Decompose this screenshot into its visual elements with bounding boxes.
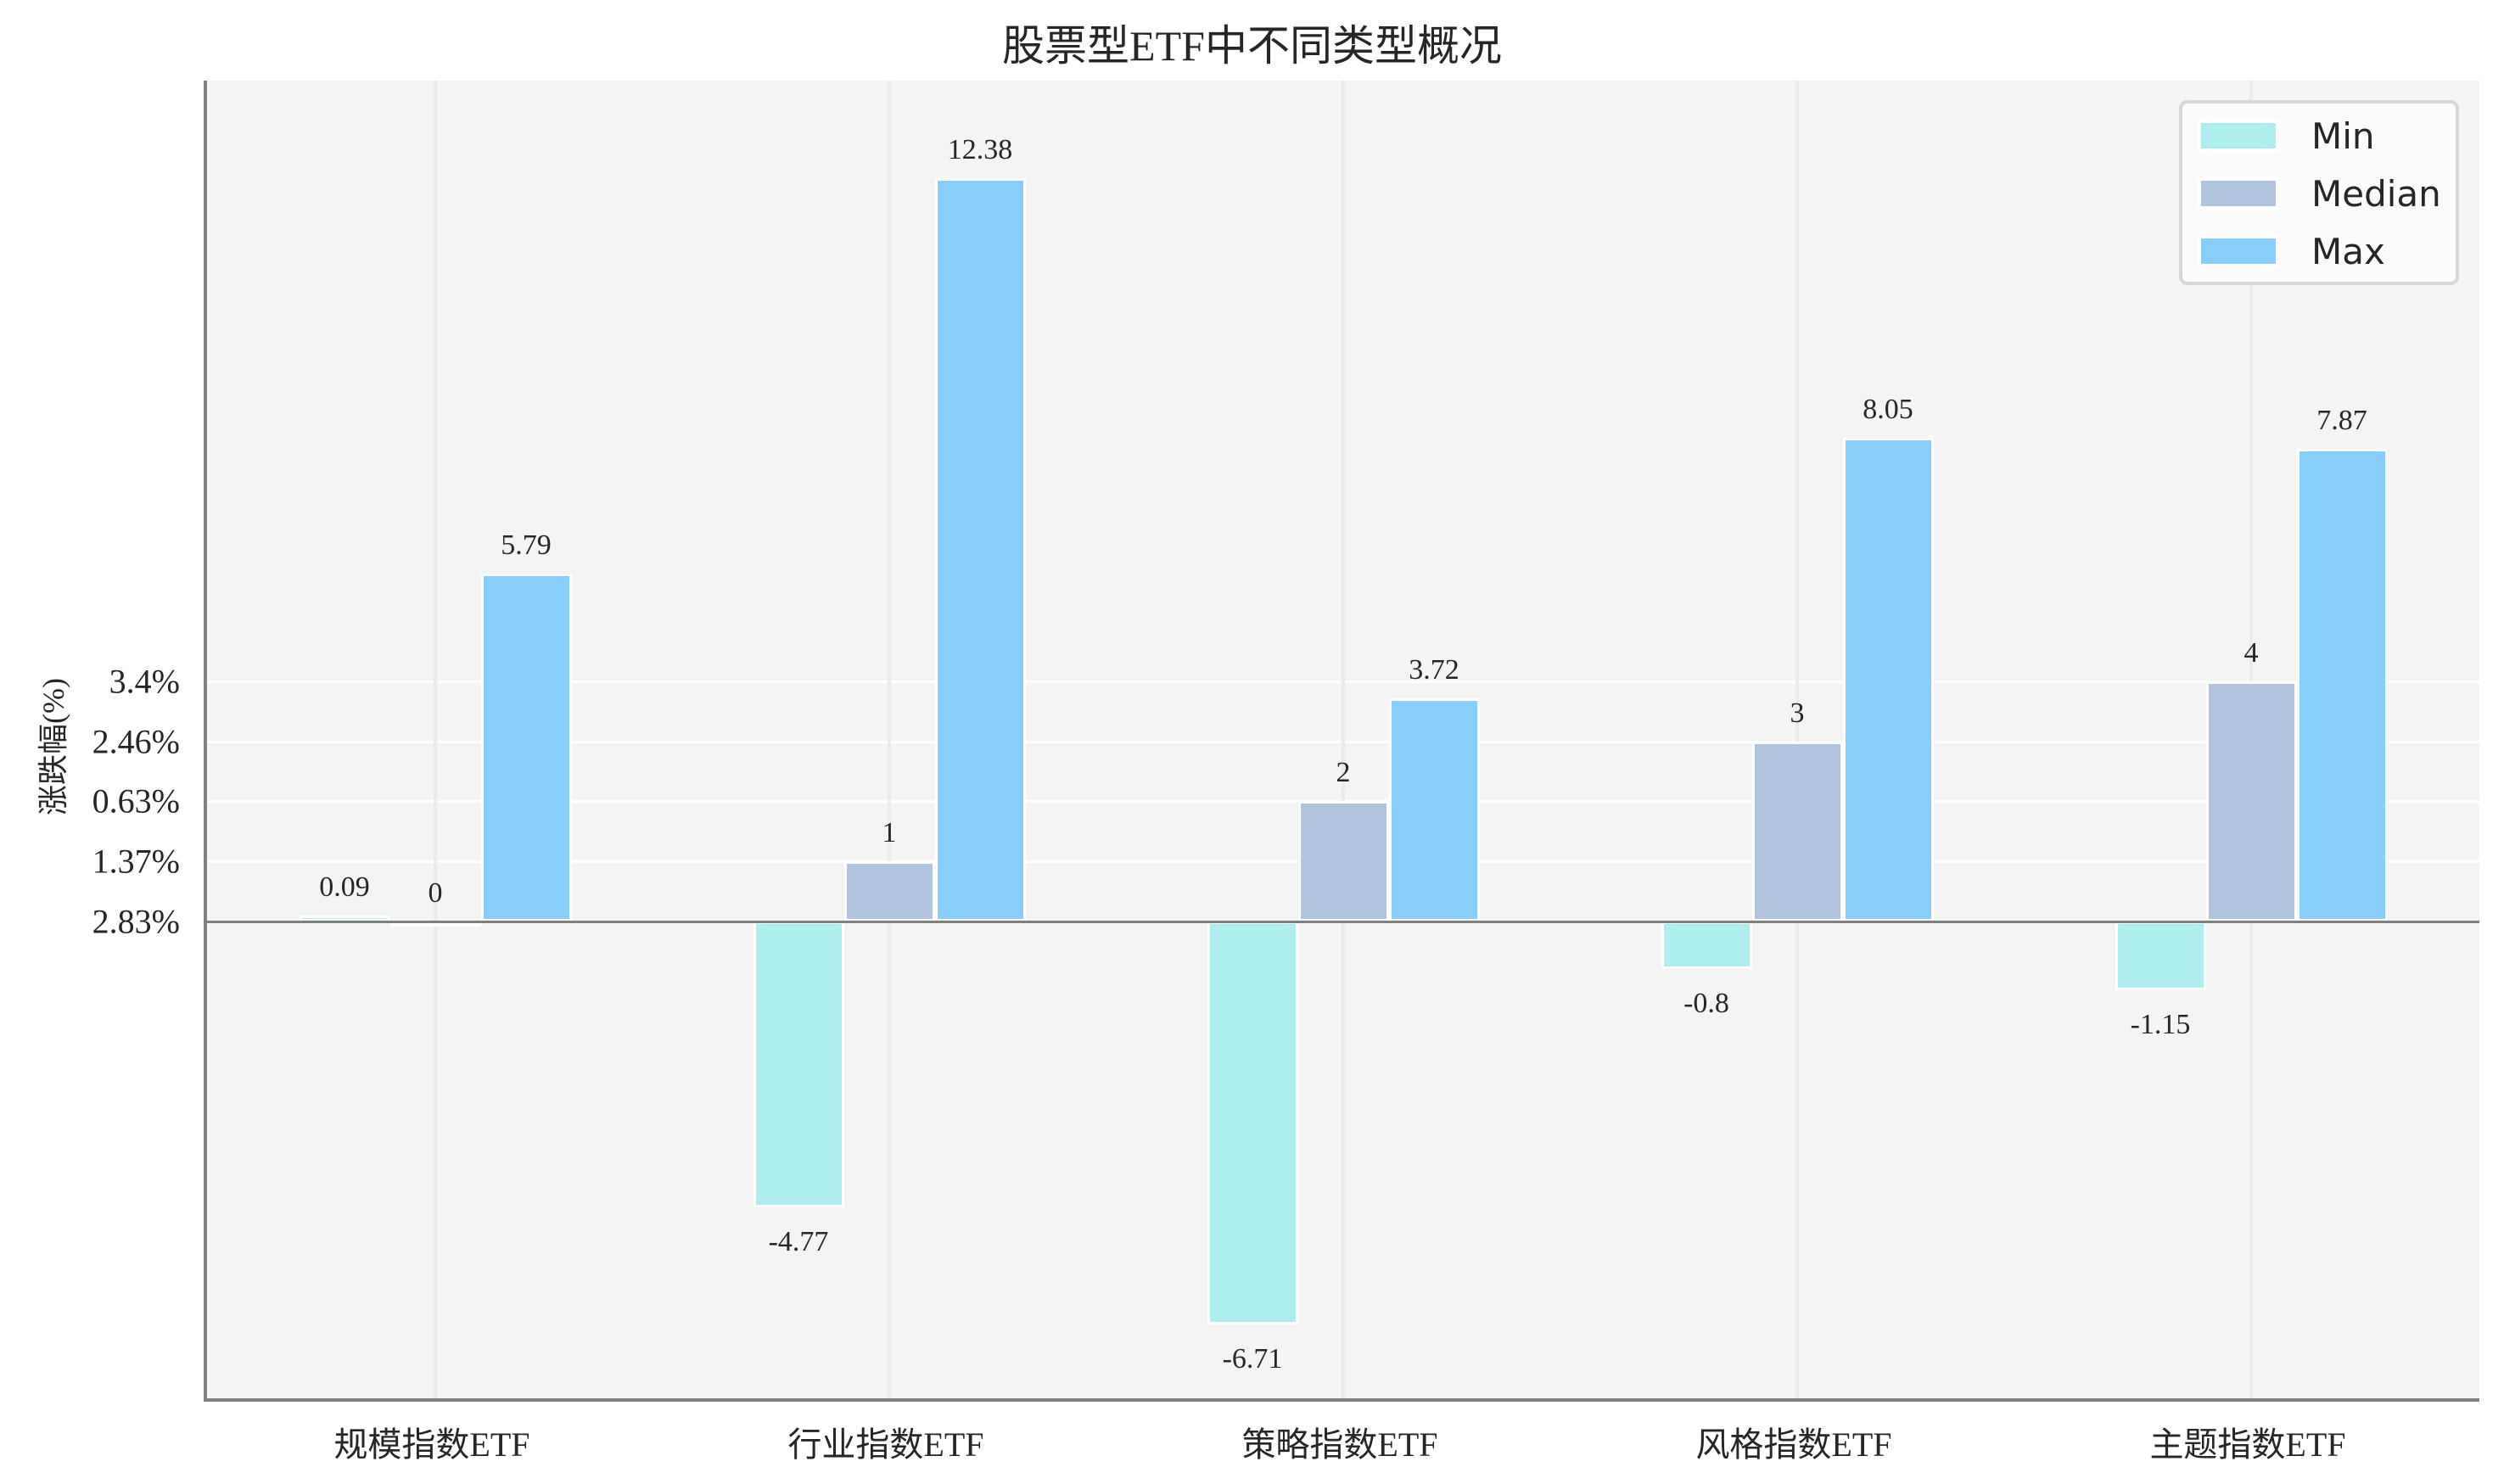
bar-min-1 <box>299 916 390 921</box>
legend-label: Max <box>2311 230 2385 272</box>
bar-max-3 <box>1388 697 1480 921</box>
x-gridline <box>1795 81 1799 1398</box>
y-tick-label: 1.37% <box>92 842 180 881</box>
bar-value-label: 8.05 <box>1863 394 1913 426</box>
zero-baseline <box>207 920 2479 923</box>
legend-item-median: Median <box>2198 173 2441 215</box>
bar-max-5 <box>2296 448 2388 921</box>
x-tick-label: 主题指数ETF <box>2149 1425 2346 1464</box>
bar-value-label: 0 <box>428 876 443 909</box>
x-tick-label: 策略指数ETF <box>1241 1425 1438 1464</box>
bar-min-2 <box>753 921 844 1208</box>
legend-swatch <box>2198 177 2279 210</box>
x-gridline <box>1342 81 1345 1398</box>
bar-value-label: 4 <box>2244 636 2259 669</box>
bar-median-3 <box>1297 801 1389 921</box>
bar-max-4 <box>1842 438 1934 921</box>
legend-item-min: Min <box>2198 115 2375 157</box>
legend-swatch <box>2198 235 2279 267</box>
plot-area: 0.09 -4.77 -6.71 -0.8 -1.15 0 1 2 3 4 5.79 12.38 3.7… <box>204 81 2479 1402</box>
x-gridline <box>434 81 437 1398</box>
chart-title: 股票型ETF中不同类型概况 <box>1002 22 1502 70</box>
bar-min-4 <box>1661 921 1752 970</box>
bar-value-label: -4.77 <box>768 1226 829 1258</box>
bar-value-label: 3 <box>1790 697 1805 729</box>
bar-median-5 <box>2205 680 2297 921</box>
bar-max-2 <box>934 177 1026 921</box>
y-tick-label: 2.83% <box>92 902 180 941</box>
bar-value-label: 1 <box>882 817 897 849</box>
bar-value-label: -0.8 <box>1683 988 1729 1020</box>
legend-label: Min <box>2311 115 2375 157</box>
legend-swatch <box>2198 120 2279 152</box>
x-tick-label: 风格指数ETF <box>1695 1425 1892 1464</box>
bar-value-label: 5.79 <box>501 529 552 562</box>
legend-item-max: Max <box>2198 231 2385 272</box>
x-gridline <box>888 81 891 1398</box>
x-tick-label: 行业指数ETF <box>787 1425 984 1464</box>
bar-value-label: 2 <box>1336 757 1351 789</box>
y-tick-label: 2.46% <box>92 722 180 760</box>
legend-label: Median <box>2311 172 2441 215</box>
legend: Min Median Max <box>2179 100 2459 285</box>
bar-value-label: -6.71 <box>1222 1342 1283 1375</box>
bar-value-label: -1.15 <box>2130 1009 2191 1041</box>
y-tick-label: 3.4% <box>109 662 180 701</box>
bar-median-2 <box>843 861 935 921</box>
bar-min-5 <box>2115 921 2206 991</box>
bar-median-4 <box>1751 741 1843 921</box>
bar-value-label: 0.09 <box>319 871 370 904</box>
bar-max-1 <box>480 574 572 921</box>
x-tick-label: 规模指数ETF <box>333 1425 530 1464</box>
bar-value-label: 12.38 <box>947 133 1013 165</box>
bar-value-label: 3.72 <box>1409 653 1459 686</box>
y-tick-label: 0.63% <box>92 781 180 820</box>
bar-value-label: 7.87 <box>2316 404 2367 436</box>
bar-min-3 <box>1207 921 1298 1324</box>
